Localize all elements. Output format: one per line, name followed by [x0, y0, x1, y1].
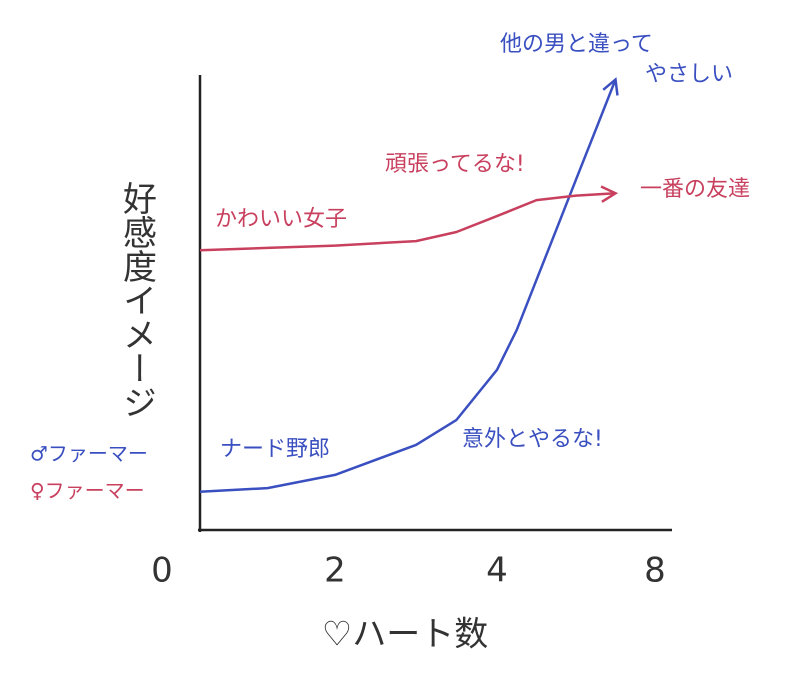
x-axis-label: ♡ハート数 — [322, 615, 488, 655]
x-tick-label: 0 — [151, 551, 173, 591]
y-axis-label: 好感度イメージ — [117, 181, 157, 419]
annotation: ナード野郎 — [220, 437, 330, 462]
annotation: 意外とやるな! — [462, 427, 603, 452]
x-tick-label: 8 — [644, 551, 666, 591]
series-label: ♂ファーマー — [30, 442, 148, 466]
annotation: やさしい — [645, 62, 733, 87]
annotation: かわいい女子 — [215, 207, 347, 232]
x-tick-label: 2 — [324, 551, 346, 591]
line-series — [199, 192, 616, 252]
series-label: ♀ファーマー — [30, 479, 145, 503]
annotation: 頑張ってるな! — [385, 152, 525, 177]
x-tick-label: 4 — [486, 551, 508, 591]
annotation: 一番の友達 — [640, 177, 750, 202]
arrow-head — [602, 77, 619, 96]
annotation: 他の男と違って — [500, 32, 653, 57]
arrow-head — [600, 185, 619, 203]
line-series — [199, 79, 617, 494]
